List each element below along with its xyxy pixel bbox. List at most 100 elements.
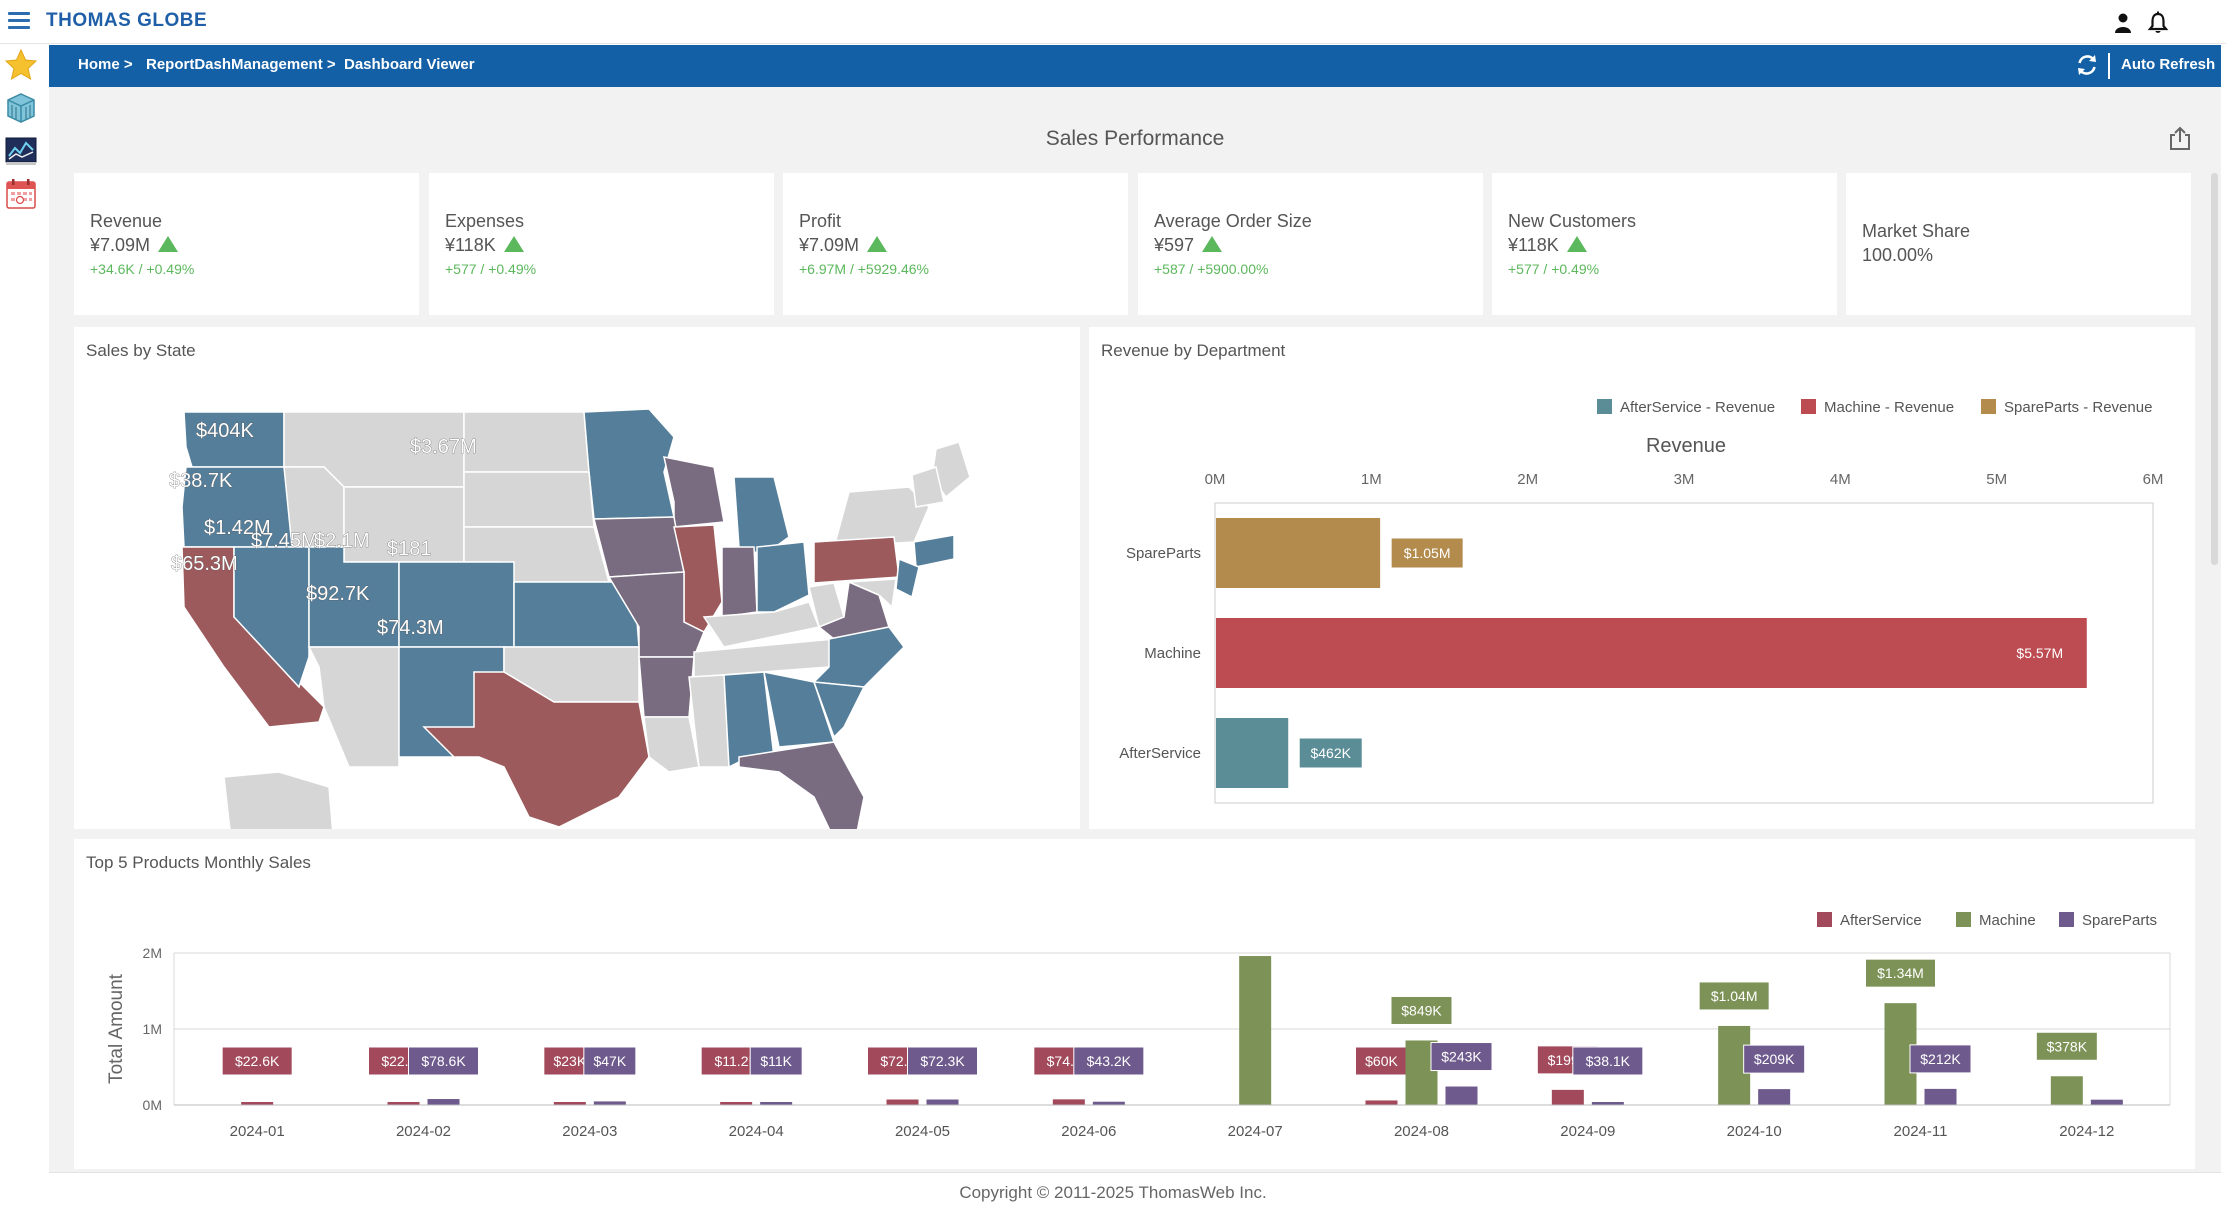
bar-afterservice[interactable] [720,1102,753,1105]
x-tick-label: 2024-05 [895,1123,950,1140]
up-arrow-icon [1202,236,1223,252]
state-north-dakota[interactable] [463,411,590,473]
state-south-dakota[interactable] [463,471,595,528]
kpi-value: ¥7.09M [799,235,888,256]
state-michigan[interactable] [733,476,790,556]
star-icon[interactable] [4,48,38,82]
bar-spareparts[interactable] [760,1102,793,1105]
panel-title: Revenue by Department [1101,341,1286,360]
bar-spareparts[interactable] [593,1101,626,1105]
bar-afterservice[interactable] [1551,1089,1584,1105]
vertical-scrollbar[interactable] [2211,173,2218,565]
dashboard-icon[interactable] [4,134,38,168]
kpi-label: Market Share [1862,221,1971,241]
state-new-york[interactable] [833,486,930,548]
data-label-bg [408,1046,479,1076]
state-maryland[interactable] [848,578,897,609]
bar-spareparts[interactable] [2090,1099,2123,1105]
state-florida[interactable] [738,741,865,829]
data-label-bg [1909,1044,1972,1074]
kpi-label: New Customers [1508,211,1637,231]
user-icon[interactable] [2112,12,2134,34]
state-south-carolina[interactable] [812,681,866,739]
y-tick-label: 1M [143,1021,162,1037]
legend-label[interactable]: AfterService - Revenue [1620,399,1775,416]
state-minnesota[interactable] [583,408,675,520]
legend-label[interactable]: Machine [1979,912,2036,929]
bar-afterservice[interactable] [1365,1100,1398,1105]
kpi-label: Expenses [445,211,525,231]
legend-swatch [1597,399,1612,414]
data-label: $72.3K [920,1053,965,1069]
state-new-jersey[interactable] [895,557,920,599]
state-missouri[interactable] [607,571,705,658]
bar-spareparts[interactable] [1092,1101,1125,1105]
legend-label[interactable]: SpareParts [2082,912,2157,929]
state-iowa[interactable] [593,516,685,578]
bar-afterservice[interactable] [1216,718,1289,788]
state-new-england[interactable] [913,534,955,568]
cube-icon[interactable] [4,91,38,125]
bar-spareparts[interactable] [1216,518,1381,588]
bar-machine[interactable] [1239,956,1272,1105]
state-ohio[interactable] [756,541,810,613]
kpi-label: Revenue [90,211,163,231]
data-label-bg [1390,537,1464,569]
bar-afterservice[interactable] [886,1099,919,1105]
bar-afterservice[interactable] [241,1102,274,1105]
data-label: $78.6K [421,1053,466,1069]
bar-machine[interactable] [1216,618,2087,688]
kpi-delta: +577 / +0.49% [445,261,537,277]
bar-afterservice[interactable] [553,1102,586,1105]
refresh-icon[interactable] [2075,53,2099,77]
state-kentucky[interactable] [702,601,821,648]
x-tick-label: 4M [1830,471,1851,488]
legend-label[interactable]: Machine - Revenue [1824,399,1954,416]
breadcrumb-report-dash-management[interactable]: ReportDashManagement > [146,56,336,73]
bar-afterservice[interactable] [1052,1099,1085,1105]
data-label: $47K [593,1053,626,1069]
bar-spareparts[interactable] [1445,1086,1478,1105]
bar-spareparts[interactable] [1591,1102,1624,1105]
state-texas[interactable] [422,671,650,828]
bar-spareparts[interactable] [427,1099,460,1105]
state-louisiana[interactable] [643,716,700,773]
kpi-value: ¥7.09M [90,235,179,256]
kpi-value: ¥118K [1508,235,1587,256]
breadcrumb-home[interactable]: Home > [78,56,133,73]
hamburger-menu-icon[interactable] [8,10,30,30]
bar-spareparts[interactable] [1924,1088,1957,1105]
kpi-delta: +577 / +0.49% [1508,261,1600,277]
bell-icon[interactable] [2146,11,2170,35]
state-vermont-nh[interactable] [911,466,945,508]
axis-title: Revenue [1646,435,1726,457]
data-label: $1.34M [1877,965,1924,981]
legend-label[interactable]: AfterService [1840,912,1922,929]
share-icon[interactable] [2167,125,2193,151]
data-label-bg [1390,995,1453,1025]
data-label-bg [1865,958,1936,988]
plot-frame [1214,502,2154,804]
kpi-card-revenue: Revenue ¥7.09M +34.6K / +0.49% [74,173,419,315]
data-label: $60K [1365,1053,1398,1069]
state-pennsylvania[interactable] [813,536,900,584]
legend-label[interactable]: SpareParts - Revenue [2004,399,2152,416]
state-nevada[interactable] [233,546,310,689]
calendar-icon[interactable] [4,177,38,211]
bar-spareparts[interactable] [926,1099,959,1105]
state-wisconsin[interactable] [663,456,725,528]
map-value-label: $1.42M [204,517,271,539]
data-label: $11K [760,1053,792,1069]
kpi-card-new-customers: New Customers ¥118K +577 / +0.49% [1492,173,1837,315]
legend-swatch [1817,912,1832,927]
map-value-label: $404K [196,420,254,442]
bar-spareparts[interactable] [1758,1089,1791,1105]
bar-afterservice[interactable] [387,1102,420,1105]
state-indiana[interactable] [721,546,758,618]
x-tick-label: 2024-01 [230,1123,285,1140]
state-alaska[interactable] [223,771,374,829]
bar-machine[interactable] [2050,1076,2083,1105]
state-arkansas[interactable] [638,656,695,718]
up-arrow-icon [503,236,524,252]
data-label: $38.1K [1586,1053,1631,1069]
